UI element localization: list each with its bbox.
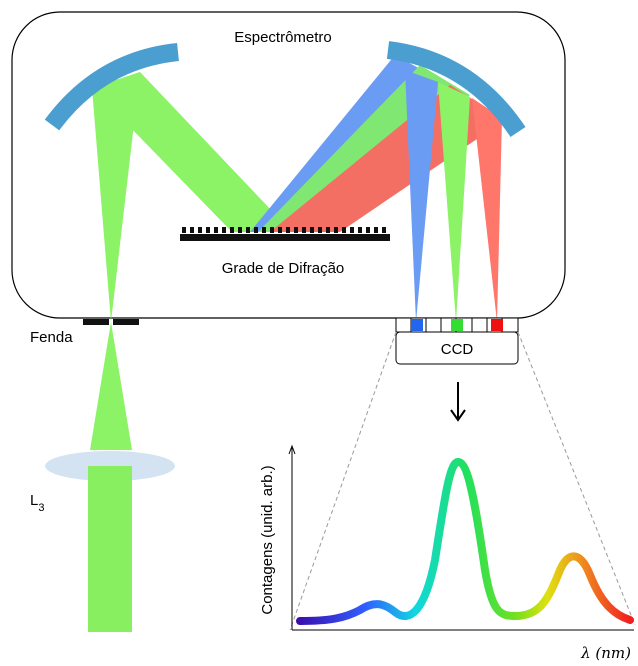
slit — [113, 319, 139, 325]
arrow — [450, 382, 466, 422]
ccd — [395, 317, 519, 365]
grating-label: Grade de Difração — [222, 260, 345, 277]
left-mirror — [44, 43, 180, 131]
spectrum-curve — [296, 457, 634, 625]
slit — [83, 319, 109, 325]
grating — [180, 227, 390, 241]
spectrometer-box — [11, 11, 566, 319]
axes — [288, 444, 634, 631]
spectrometer-label: Espectrômetro — [234, 29, 332, 46]
ccd-label: CCD — [441, 341, 474, 358]
lens-sub: 3 — [38, 502, 44, 514]
beams — [90, 55, 505, 450]
lens-main: L — [30, 492, 38, 509]
beam — [88, 466, 132, 632]
x-axis-label: λ (nm) — [580, 644, 631, 662]
lens-label: L3 — [30, 492, 44, 514]
y-axis-label: Contagens (unid. arb.) — [259, 465, 276, 614]
right-mirror — [386, 41, 526, 138]
projection — [289, 331, 636, 631]
slit-label: Fenda — [30, 329, 73, 346]
